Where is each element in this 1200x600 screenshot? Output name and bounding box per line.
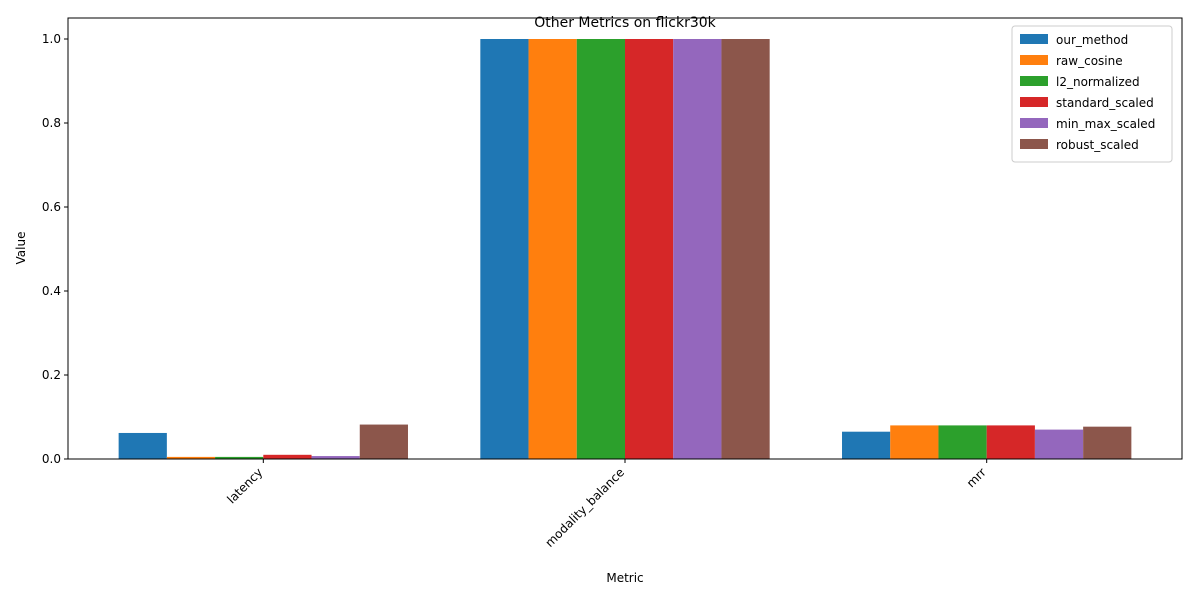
legend-box: [1011, 25, 1173, 163]
bar-standard_scaled-modality_balance: [625, 39, 674, 459]
legend-swatch-our_method: [1020, 34, 1048, 44]
bar-l2_normalized-mrr: [938, 425, 987, 459]
bar-l2_normalized-modality_balance: [576, 39, 625, 459]
x-tick-label-modality_balance: modality_balance: [542, 465, 627, 550]
x-tick-label-mrr: mrr: [964, 465, 989, 490]
y-tick-label: 0.8: [42, 116, 61, 130]
bar-raw_cosine-modality_balance: [528, 39, 577, 459]
legend-label-min_max_scaled: min_max_scaled: [1056, 117, 1155, 131]
legend-swatch-l2_normalized: [1020, 76, 1048, 86]
y-axis-label: Value: [14, 232, 28, 265]
bar-min_max_scaled-mrr: [1034, 429, 1084, 459]
bars-layer: [118, 39, 1132, 459]
bar-raw_cosine-latency: [166, 456, 216, 459]
bar-robust_scaled-mrr: [1083, 426, 1132, 459]
legend-swatch-raw_cosine: [1020, 55, 1048, 65]
bar-our_method-latency: [118, 432, 167, 459]
bar-our_method-modality_balance: [480, 39, 529, 459]
x-tick-label-latency: latency: [224, 465, 265, 506]
chart-title: Other Metrics on flickr30k: [534, 15, 716, 31]
bar-robust_scaled-modality_balance: [721, 39, 770, 459]
bar-min_max_scaled-modality_balance: [673, 39, 722, 459]
bar-raw_cosine-mrr: [890, 425, 939, 459]
x-axis-label: Metric: [606, 571, 643, 585]
bar-our_method-mrr: [842, 431, 891, 459]
bar-l2_normalized-latency: [215, 456, 264, 459]
legend-swatch-standard_scaled: [1020, 97, 1048, 107]
y-tick-label: 1.0: [42, 32, 61, 46]
legend: our_method raw_cosine l2_normalizedstandar…: [1011, 25, 1173, 163]
y-tick-label: 0.2: [42, 368, 61, 382]
legend-label-robust_scaled: robust_scaled: [1056, 138, 1139, 152]
legend-label-l2_normalized: l2_normalized: [1056, 75, 1140, 89]
y-tick-label: 0.0: [42, 452, 61, 466]
legend-label-standard_scaled: standard_scaled: [1056, 96, 1154, 110]
legend-label-raw_cosine: raw_cosine: [1056, 54, 1123, 68]
bar-standard_scaled-latency: [263, 454, 312, 459]
y-tick-label: 0.6: [42, 200, 61, 214]
legend-swatch-robust_scaled: [1020, 139, 1048, 149]
bar-min_max_scaled-latency: [311, 456, 360, 459]
y-axis: 0.0 0.2 0.4 0.6 0.8 1.0: [42, 32, 68, 466]
legend-label-our_method: our_method: [1056, 33, 1128, 47]
legend-swatch-min_max_scaled: [1020, 118, 1048, 128]
y-tick-label: 0.4: [42, 284, 61, 298]
bar-standard_scaled-mrr: [986, 425, 1035, 459]
x-axis: latency modality_balance mrr: [224, 459, 989, 550]
bar-robust_scaled-latency: [359, 424, 408, 459]
